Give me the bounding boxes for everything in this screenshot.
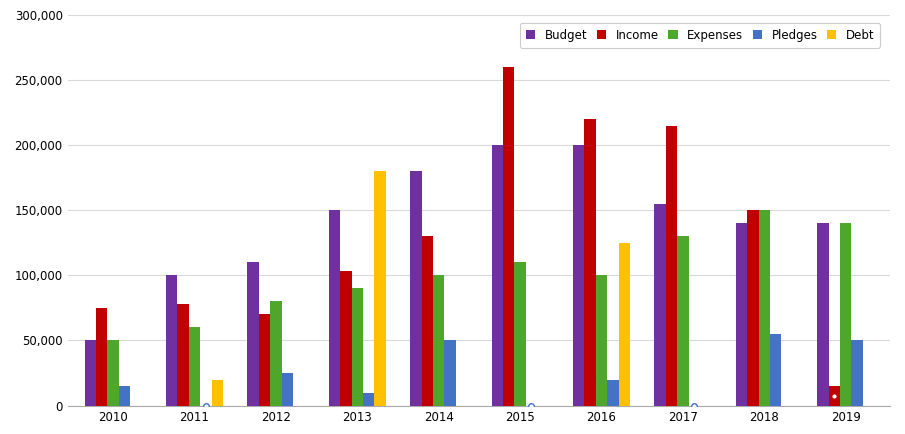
Bar (817, 223, 829, 405)
Bar (585, 119, 595, 405)
Bar (852, 340, 862, 405)
Bar (363, 392, 375, 405)
Bar (410, 171, 422, 405)
Bar (595, 275, 607, 405)
Bar (758, 210, 770, 405)
Bar (770, 334, 781, 405)
Bar (422, 236, 433, 405)
Bar (748, 210, 758, 405)
Bar (340, 271, 351, 405)
Bar (444, 340, 456, 405)
Bar (281, 373, 293, 405)
Bar (189, 327, 200, 405)
Bar (351, 288, 363, 405)
Bar (736, 223, 748, 405)
Bar (259, 314, 271, 405)
Bar (108, 340, 119, 405)
Bar (96, 308, 108, 405)
Bar (514, 262, 526, 405)
Bar (654, 204, 666, 405)
Bar (271, 301, 281, 405)
Bar (829, 386, 840, 405)
Bar (329, 210, 340, 405)
Bar (573, 145, 585, 405)
Bar (375, 171, 386, 405)
Bar (119, 386, 130, 405)
Bar (503, 67, 514, 405)
Bar (840, 223, 852, 405)
Bar (84, 340, 96, 405)
Bar (247, 262, 259, 405)
Bar (618, 243, 630, 405)
Bar (607, 379, 618, 405)
Bar (433, 275, 444, 405)
Bar (491, 145, 503, 405)
Legend: Budget, Income, Expenses, Pledges, Debt: Budget, Income, Expenses, Pledges, Debt (519, 23, 881, 48)
Bar (177, 304, 189, 405)
Bar (212, 379, 223, 405)
Bar (677, 236, 689, 405)
Bar (166, 275, 177, 405)
Bar (666, 125, 677, 405)
